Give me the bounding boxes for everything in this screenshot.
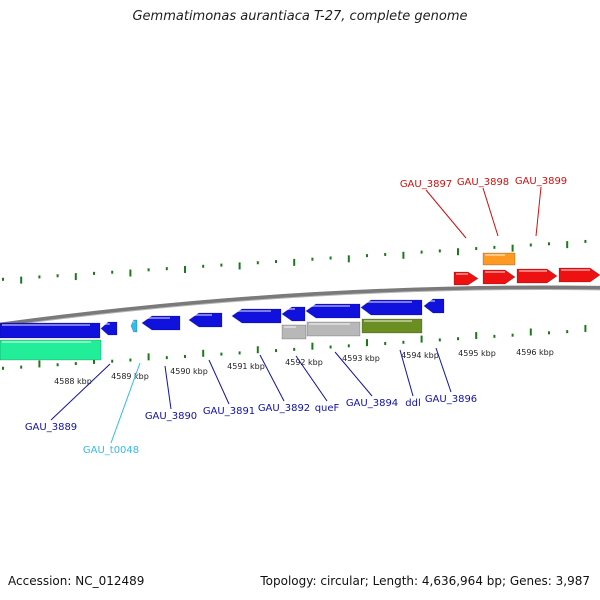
gene-GAU_3891[interactable] xyxy=(188,312,223,328)
gene-small-reverse[interactable] xyxy=(100,321,118,336)
gene-ddl[interactable] xyxy=(360,299,423,316)
gene-features xyxy=(0,252,600,361)
gene-label[interactable]: GAU_3897 xyxy=(400,179,452,190)
gene-GAU_3889[interactable] xyxy=(0,322,101,339)
gene-label[interactable]: queF xyxy=(315,403,340,414)
gene-label[interactable]: GAU_t0048 xyxy=(83,445,139,456)
map-title: Gemmatimonas aurantiaca T-27, complete g… xyxy=(132,9,468,24)
gene-label-callouts: GAU_3897 GAU_3898 GAU_3899 GAU_3889 GAU_t004… xyxy=(25,176,567,456)
kbp-scale: 4588 kbp 4589 kbp 4590 kbp 4591 kbp 4592 kbp… xyxy=(54,348,554,386)
gene-label[interactable]: GAU_3892 xyxy=(258,403,310,414)
feature-green[interactable] xyxy=(0,339,102,361)
gene-GAU_3898[interactable] xyxy=(482,269,516,285)
gene-label[interactable]: GAU_3889 xyxy=(25,422,77,433)
reverse-strand-ruler xyxy=(2,324,587,370)
scale-label: 4589 kbp xyxy=(111,372,149,381)
gene-GAU_3890[interactable] xyxy=(141,315,181,331)
feature-grey-1[interactable] xyxy=(281,324,307,340)
scale-label: 4590 kbp xyxy=(170,367,208,376)
genome-backbone xyxy=(0,285,600,327)
gene-GAU_3899[interactable] xyxy=(516,268,558,284)
forward-strand-ruler xyxy=(2,239,587,284)
gene-GAU_t0048[interactable] xyxy=(130,319,138,333)
gene-label[interactable]: GAU_3891 xyxy=(203,406,255,417)
scale-label: 4595 kbp xyxy=(458,349,496,358)
scale-label: 4592 kbp xyxy=(285,358,323,367)
scale-label: 4593 kbp xyxy=(342,354,380,363)
scale-label: 4591 kbp xyxy=(227,362,265,371)
genome-summary-text: Topology: circular; Length: 4,636,964 bp… xyxy=(260,574,590,588)
gene-GAU_3897[interactable] xyxy=(453,271,479,286)
gene-label[interactable]: GAU_3890 xyxy=(145,411,197,422)
scale-label: 4596 kbp xyxy=(516,348,554,357)
gene-queF[interactable] xyxy=(281,306,306,322)
gene-forward-next[interactable] xyxy=(558,267,600,283)
gene-label[interactable]: GAU_3899 xyxy=(515,176,567,187)
gene-label[interactable]: GAU_3894 xyxy=(346,398,398,409)
scale-label: 4588 kbp xyxy=(54,377,92,386)
gene-label[interactable]: GAU_3898 xyxy=(457,177,509,188)
gene-orange-feature[interactable] xyxy=(482,252,516,266)
feature-olive[interactable] xyxy=(361,318,423,334)
gene-label[interactable]: ddl xyxy=(405,398,420,409)
accession-text: Accession: NC_012489 xyxy=(8,574,145,588)
gene-GAU_3896[interactable] xyxy=(423,298,445,314)
gene-GAU_3894[interactable] xyxy=(305,303,361,319)
gene-label[interactable]: GAU_3896 xyxy=(425,394,477,405)
scale-label: 4594 kbp xyxy=(401,351,439,360)
feature-grey-2[interactable] xyxy=(306,321,361,337)
gene-GAU_3892[interactable] xyxy=(231,308,282,324)
